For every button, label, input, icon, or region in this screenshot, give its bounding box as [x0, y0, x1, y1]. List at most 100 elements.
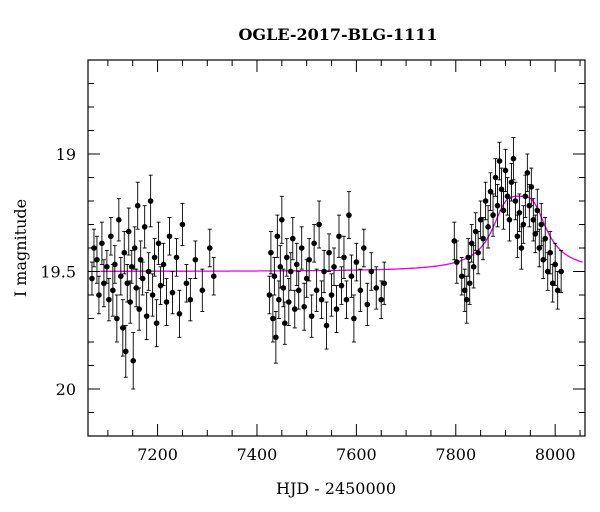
data-marker	[461, 287, 468, 294]
data-point	[149, 273, 156, 317]
data-point	[119, 299, 126, 357]
model-curve-layer	[100, 195, 583, 272]
data-point	[192, 240, 199, 279]
data-point	[303, 259, 310, 298]
axis-ticks	[88, 60, 585, 437]
y-axis-label: I magnitude	[11, 199, 30, 297]
data-marker	[160, 261, 167, 268]
data-marker	[116, 217, 122, 223]
data-marker	[524, 170, 531, 176]
data-marker	[308, 313, 315, 319]
data-marker	[534, 207, 541, 214]
data-marker	[538, 221, 545, 228]
data-marker	[306, 256, 312, 263]
data-marker	[176, 311, 183, 317]
data-marker	[268, 249, 274, 256]
data-point	[282, 301, 288, 345]
data-point	[328, 273, 335, 317]
data-point	[500, 191, 507, 230]
data-point	[381, 261, 388, 305]
data-point	[554, 271, 561, 310]
data-marker	[183, 280, 190, 287]
data-point	[163, 278, 170, 326]
data-point	[131, 226, 138, 270]
data-marker	[166, 233, 173, 240]
data-point	[480, 216, 486, 261]
data-point	[508, 162, 515, 202]
data-point	[295, 271, 302, 310]
data-marker	[516, 209, 523, 216]
data-point	[506, 198, 513, 242]
data-marker	[287, 268, 294, 275]
data-point	[510, 137, 517, 181]
data-point	[114, 294, 120, 343]
data-marker	[101, 280, 107, 287]
data-marker	[125, 228, 132, 235]
data-marker	[293, 261, 300, 268]
data-marker	[147, 198, 154, 204]
data-marker	[163, 299, 170, 305]
data-point	[130, 332, 137, 390]
data-marker	[266, 292, 273, 298]
data-point	[183, 264, 190, 303]
data-marker	[547, 249, 554, 256]
data-marker	[128, 264, 135, 270]
data-point	[542, 216, 549, 261]
data-marker	[498, 186, 505, 193]
data-point	[298, 226, 305, 270]
data-marker	[131, 245, 138, 251]
data-point	[166, 216, 173, 256]
data-marker	[271, 273, 278, 280]
data-marker	[295, 287, 302, 294]
data-point	[373, 266, 380, 310]
data-marker	[346, 212, 352, 218]
data-marker	[153, 320, 160, 327]
data-marker	[468, 240, 475, 247]
data-point	[139, 261, 146, 296]
data-point	[110, 264, 116, 317]
data-point	[176, 289, 183, 338]
data-marker	[110, 287, 116, 294]
data-marker	[139, 275, 146, 282]
data-point	[99, 221, 105, 265]
data-marker	[277, 264, 284, 270]
data-point	[160, 242, 167, 287]
data-marker	[318, 296, 325, 303]
data-marker	[301, 303, 307, 310]
data-marker	[89, 275, 95, 282]
data-marker	[276, 296, 282, 303]
data-marker	[137, 256, 144, 263]
data-point	[101, 259, 107, 308]
x-tick-label: 7400	[237, 445, 278, 464]
data-marker	[453, 259, 460, 265]
data-marker	[512, 198, 519, 204]
data-marker	[145, 268, 152, 275]
data-point	[284, 238, 290, 277]
data-marker	[270, 315, 276, 322]
data-marker	[179, 221, 186, 228]
data-marker	[373, 285, 380, 291]
data-point	[311, 224, 317, 263]
data-marker	[336, 233, 342, 240]
data-point	[532, 214, 539, 254]
data-point	[364, 282, 371, 326]
data-marker	[341, 254, 347, 261]
data-point	[157, 266, 164, 305]
data-marker	[157, 282, 164, 289]
data-marker	[487, 188, 494, 195]
data-marker	[554, 287, 561, 294]
data-point	[155, 221, 162, 265]
data-point	[91, 228, 97, 268]
data-marker	[361, 245, 367, 251]
data-marker	[466, 280, 473, 287]
data-point	[276, 280, 282, 319]
data-marker	[313, 287, 320, 294]
data-point	[534, 188, 541, 233]
data-marker	[108, 233, 114, 240]
data-point	[378, 280, 385, 319]
data-marker	[136, 306, 142, 312]
data-marker	[482, 198, 489, 204]
data-marker	[141, 224, 148, 230]
data-point	[118, 256, 124, 296]
data-point	[313, 268, 320, 312]
